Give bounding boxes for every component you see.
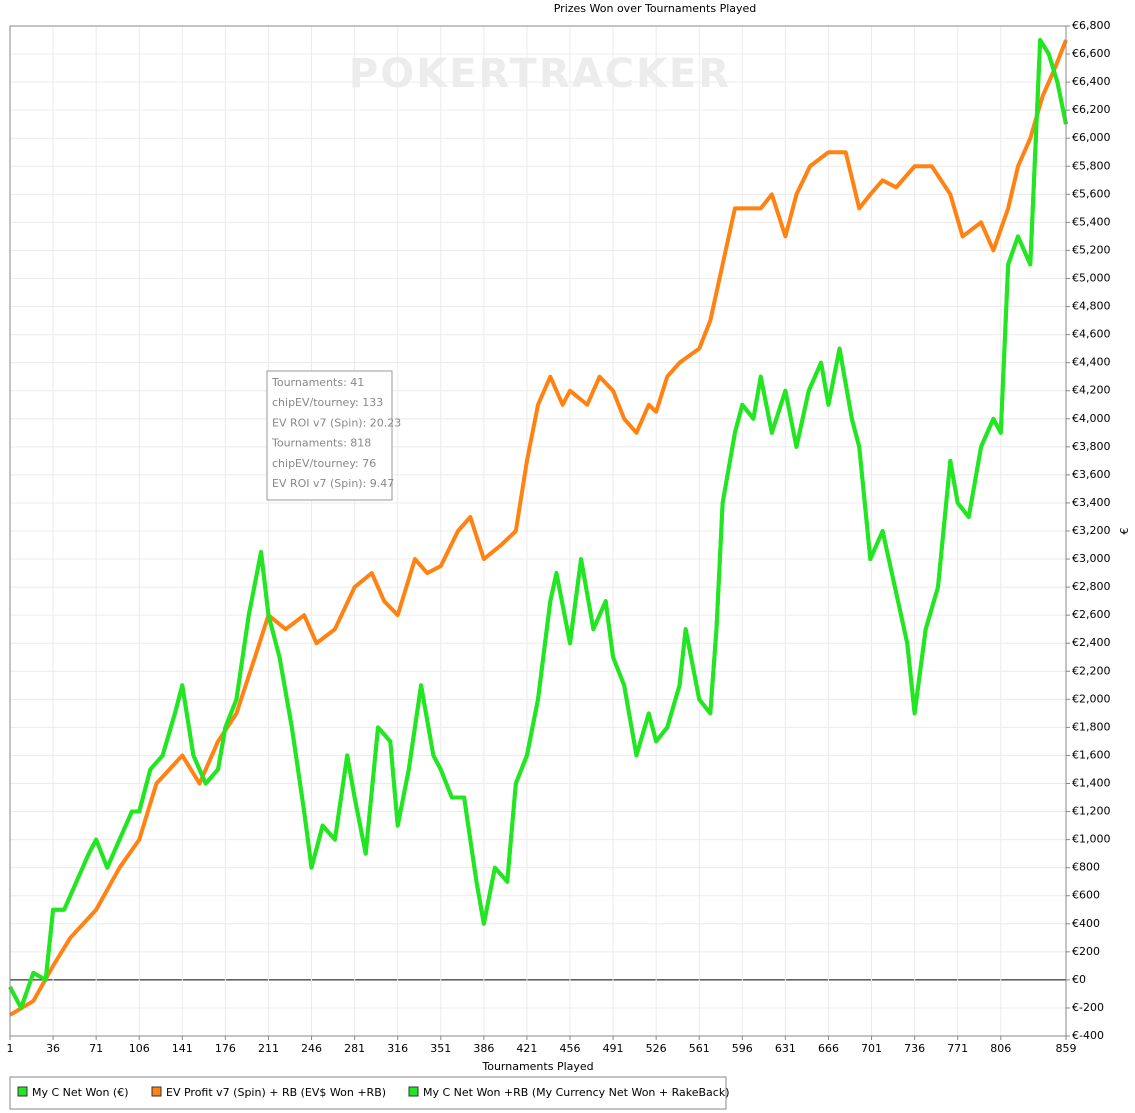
y-tick-label: €5,400	[1072, 215, 1111, 228]
y-tick-label: €400	[1072, 917, 1100, 930]
y-tick-label: €6,400	[1072, 75, 1111, 88]
y-tick-label: €-400	[1072, 1029, 1104, 1042]
tooltip-text: Tournaments: 41 chipEV/tourney: 133 EV ROI…	[271, 376, 401, 490]
tooltip-line: EV ROI v7 (Spin): 9.47	[272, 477, 394, 490]
x-axis-title: Tournaments Played	[481, 1060, 593, 1073]
x-tick-label: 859	[1056, 1042, 1077, 1055]
x-tick-label: 1	[7, 1042, 14, 1055]
y-tick-label: €3,800	[1072, 440, 1111, 453]
x-tick-label: 211	[258, 1042, 279, 1055]
y-tick-label: €2,000	[1072, 692, 1111, 705]
x-tick-label: 561	[689, 1042, 710, 1055]
x-tick-label: 141	[172, 1042, 193, 1055]
y-tick-label: €1,600	[1072, 748, 1111, 761]
x-tick-label: 526	[646, 1042, 667, 1055]
y-tick-label: €1,400	[1072, 777, 1111, 790]
y-tick-label: €1,200	[1072, 805, 1111, 818]
x-tick-label: 71	[89, 1042, 103, 1055]
y-tick-label: €5,200	[1072, 243, 1111, 256]
y-tick-label: €4,200	[1072, 384, 1111, 397]
y-tick-label: €600	[1072, 889, 1100, 902]
x-tick-label: 596	[732, 1042, 753, 1055]
legend-swatch	[17, 1086, 28, 1097]
tooltip-line: chipEV/tourney: 133	[272, 396, 383, 409]
y-tick-label: €2,200	[1072, 664, 1111, 677]
plot-border	[9, 25, 1067, 1037]
x-tick-label: 631	[775, 1042, 796, 1055]
legend-label: My C Net Won +RB (My Currency Net Won + …	[423, 1086, 730, 1099]
y-tick-label: €2,600	[1072, 608, 1111, 621]
chart-title: Prizes Won over Tournaments Played	[554, 2, 757, 15]
y-tick-label: €-200	[1072, 1001, 1104, 1014]
series-line	[8, 39, 1068, 1017]
x-tick-label: 246	[301, 1042, 322, 1055]
legend	[9, 1076, 727, 1110]
y-tick-label: €1,000	[1072, 833, 1111, 846]
x-tick-label: 421	[516, 1042, 537, 1055]
y-tick-label: €4,600	[1072, 328, 1111, 341]
x-tick-label: 176	[215, 1042, 236, 1055]
y-tick-label: €6,800	[1072, 19, 1111, 32]
y-tick-label: €5,600	[1072, 187, 1111, 200]
y-tick-label: €800	[1072, 861, 1100, 874]
tooltip-box	[266, 370, 393, 501]
x-tick-label: 736	[904, 1042, 925, 1055]
legend-label: My C Net Won (€)	[32, 1086, 129, 1099]
tooltip: Tournaments: 41 chipEV/tourney: 133 EV ROI…	[266, 370, 401, 501]
y-tick-label: €6,200	[1072, 103, 1111, 116]
x-tick-label: 806	[990, 1042, 1011, 1055]
x-tick-label: 106	[129, 1042, 150, 1055]
x-tick-label: 491	[603, 1042, 624, 1055]
legend-label: EV Profit v7 (Spin) + RB (EV$ Won +RB)	[166, 1086, 386, 1099]
y-axis-title: €	[1118, 528, 1131, 535]
y-tick-label: €4,400	[1072, 356, 1111, 369]
y-tick-label: €1,800	[1072, 720, 1111, 733]
tooltip-line: Tournaments: 41	[271, 376, 364, 389]
y-tick-label: €5,000	[1072, 272, 1111, 285]
y-tick-label: €4,000	[1072, 412, 1111, 425]
watermark: POKERTRACKER	[349, 51, 731, 97]
x-tick-label: 771	[947, 1042, 968, 1055]
y-tick-label: €3,200	[1072, 524, 1111, 537]
series-line	[8, 38, 1068, 1010]
y-tick-label: €4,800	[1072, 300, 1111, 313]
x-tick-label: 316	[387, 1042, 408, 1055]
x-tick-label: 281	[344, 1042, 365, 1055]
y-tick-label: €6,600	[1072, 47, 1111, 60]
y-tick-label: €2,800	[1072, 580, 1111, 593]
x-tick-label: 36	[46, 1042, 60, 1055]
y-tick-label: €6,000	[1072, 131, 1111, 144]
y-tick-label: €0	[1072, 973, 1086, 986]
y-tick-label: €200	[1072, 945, 1100, 958]
legend-items: My C Net Won (€) EV Profit v7 (Spin) + RB…	[17, 1086, 730, 1099]
legend-swatch	[151, 1086, 162, 1097]
legend-swatch	[408, 1086, 419, 1097]
x-tick-label: 666	[818, 1042, 839, 1055]
lines	[8, 38, 1068, 1017]
x-tick-label: 456	[560, 1042, 581, 1055]
tooltip-line: chipEV/tourney: 76	[272, 457, 376, 470]
tooltip-line: EV ROI v7 (Spin): 20.23	[272, 416, 401, 429]
y-tick-label: €3,600	[1072, 468, 1111, 481]
y-tick-label: €3,400	[1072, 496, 1111, 509]
y-tick-label: €3,000	[1072, 552, 1111, 565]
tooltip-line: Tournaments: 818	[271, 437, 371, 450]
x-tick-label: 701	[861, 1042, 882, 1055]
y-tick-label: €5,800	[1072, 159, 1111, 172]
x-tick-label: 351	[430, 1042, 451, 1055]
y-tick-label: €2,400	[1072, 636, 1111, 649]
x-tick-label: 386	[473, 1042, 494, 1055]
